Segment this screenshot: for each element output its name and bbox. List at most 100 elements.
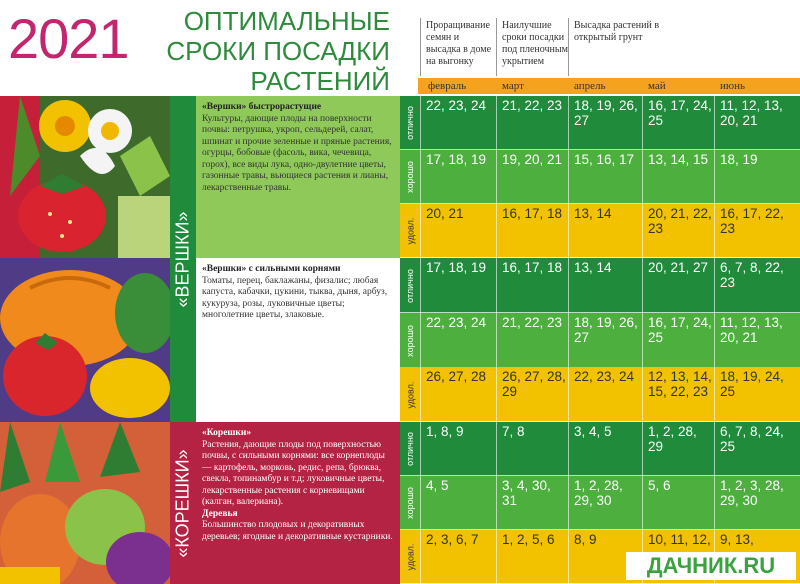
column-divider (642, 422, 643, 476)
date-cell: 20, 21 (426, 206, 464, 221)
date-cell: 16, 17, 24, 25 (648, 315, 712, 345)
column-divider (642, 313, 643, 368)
table-row (400, 204, 800, 258)
date-cell: 17, 18, 19 (426, 260, 487, 275)
month-label: июнь (720, 80, 746, 92)
column-divider (642, 204, 643, 258)
column-divider (496, 204, 497, 258)
col-header-open-ground: Высадка растений в открытый грунт (574, 20, 660, 43)
column-divider (642, 476, 643, 530)
column-divider (496, 96, 497, 150)
date-cell: 13, 14 (574, 260, 612, 275)
rating-label: хорошо (400, 150, 420, 204)
header-divider (496, 18, 497, 76)
rating-label-text: удовл. (405, 381, 416, 408)
group-heading: «Вершки» с сильными корнями (202, 264, 341, 274)
date-cell: 13, 14, 15 (648, 152, 709, 167)
column-divider (568, 422, 569, 476)
root-vegetables-image (0, 422, 170, 584)
category-band-tops: «ВЕРШКИ» (170, 96, 196, 422)
rating-label-text: хорошо (405, 161, 416, 193)
column-divider (568, 313, 569, 368)
date-cell: 26, 27, 28 (426, 369, 487, 384)
date-cell: 9, 13, (720, 532, 754, 547)
date-cell: 19, 20, 21 (502, 152, 563, 167)
group-heading-trees: Деревья (202, 508, 238, 519)
column-divider (568, 204, 569, 258)
month-label: апрель (574, 80, 606, 92)
date-cell: 22, 23, 24 (426, 98, 487, 113)
column-divider (568, 367, 569, 422)
page-title: ОПТИМАЛЬНЫЕ СРОКИ ПОСАДКИ РАСТЕНИЙ (150, 6, 390, 96)
column-divider (420, 476, 421, 530)
category-label-tops: «ВЕРШКИ» (172, 211, 193, 307)
table-row (400, 476, 800, 530)
group-heading: «Вершки» быстрорастущие (202, 102, 322, 112)
rating-label-text: удовл. (405, 543, 416, 571)
date-cell: 12, 13, 14, 15, 22, 23 (648, 369, 712, 399)
date-cell: 18, 19, 26, 27 (574, 315, 638, 345)
site-logo: ДАЧНИК.RU (626, 552, 796, 580)
rating-label: хорошо (400, 313, 420, 368)
column-divider (714, 204, 715, 258)
header-divider (420, 18, 421, 76)
column-divider (496, 476, 497, 530)
date-cell: 18, 19 (720, 152, 758, 167)
column-divider (714, 313, 715, 368)
date-cell: 6, 7, 8, 24, 25 (720, 424, 784, 454)
date-cell: 11, 12, 13, 20, 21 (720, 315, 783, 345)
column-divider (568, 258, 569, 313)
column-divider (496, 530, 497, 584)
column-divider (420, 258, 421, 313)
rating-label-text: удовл. (405, 217, 416, 245)
date-cell: 3, 4, 30, 31 (502, 478, 551, 508)
title-line-1: ОПТИМАЛЬНЫЕ (183, 6, 390, 36)
rating-label-text: отлично (405, 268, 415, 303)
month-label: февраль (428, 80, 467, 92)
column-divider (496, 150, 497, 204)
rating-label-text: отлично (405, 432, 415, 466)
date-cell: 1, 2, 28, 29 (648, 424, 697, 454)
date-cell: 1, 2, 28, 29, 30 (574, 478, 623, 508)
date-cell: 8, 9 (574, 532, 597, 547)
column-divider (496, 422, 497, 476)
column-divider (496, 367, 497, 422)
column-divider (642, 258, 643, 313)
date-cell: 10, 11, 12, (648, 532, 711, 547)
column-divider (714, 96, 715, 150)
column-divider (496, 313, 497, 368)
year-heading: 2021 (8, 7, 130, 70)
column-divider (568, 150, 569, 204)
header-divider (568, 18, 569, 76)
rating-label-text: хорошо (405, 324, 416, 357)
rating-label: отлично (400, 258, 420, 313)
date-cell: 11, 12, 13, 20, 21 (720, 98, 783, 128)
date-cell: 20, 21, 22, 23 (648, 206, 712, 236)
column-divider (642, 96, 643, 150)
date-cell: 15, 16, 17 (574, 152, 635, 167)
date-cell: 1, 2, 5, 6 (502, 532, 555, 547)
column-divider (420, 150, 421, 204)
group-text-trees: Большинство плодовых и декоративных дере… (202, 520, 393, 542)
title-line-2: СРОКИ ПОСАДКИ (166, 36, 390, 66)
date-cell: 18, 19, 24, 25 (720, 369, 784, 399)
column-divider (420, 96, 421, 150)
rating-label-text: хорошо (405, 487, 416, 519)
date-cell: 21, 22, 23 (502, 315, 563, 330)
table-row (400, 367, 800, 422)
date-cell: 5, 6 (648, 478, 671, 493)
date-cell: 22, 23, 24 (574, 369, 635, 384)
category-band-roots: «КОРЕШКИ» (170, 422, 196, 584)
group-heading: «Корешки» (202, 428, 252, 438)
group-description-fast-tops: «Вершки» быстрорастущие Культуры, дающие… (196, 96, 402, 258)
rating-label: отлично (400, 422, 420, 476)
rating-label: хорошо (400, 476, 420, 530)
column-divider (420, 313, 421, 368)
date-cell: 3, 4, 5 (574, 424, 612, 439)
column-divider (642, 367, 643, 422)
column-divider (642, 150, 643, 204)
date-cell: 7, 8 (502, 424, 525, 439)
column-divider (714, 150, 715, 204)
column-divider (420, 204, 421, 258)
rating-label: удовл. (400, 530, 420, 584)
